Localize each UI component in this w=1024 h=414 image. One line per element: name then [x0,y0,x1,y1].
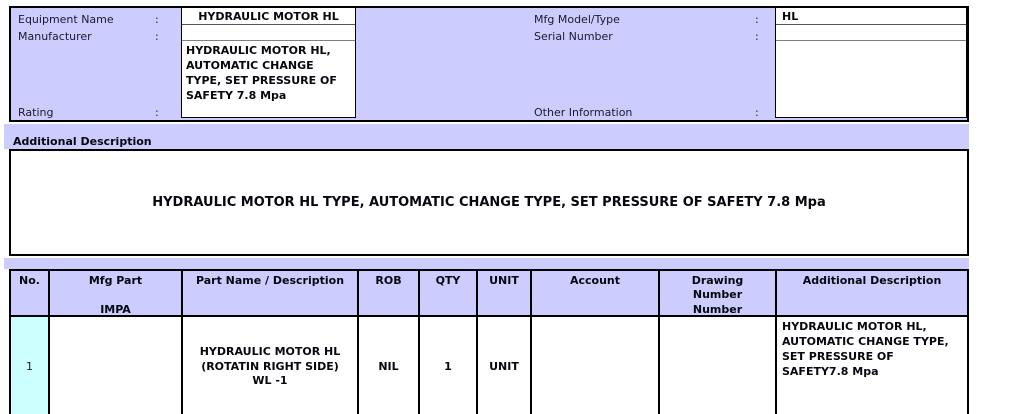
table-row: 1 HYDRAULIC MOTOR HL (ROTATIN RIGHT SIDE… [11,317,967,414]
header-account: Account [532,271,660,317]
model-serial-value-box: HL [775,8,967,118]
equipment-name-label: Equipment Name [18,13,114,26]
additional-description-box[interactable]: HYDRAULIC MOTOR HL TYPE, AUTOMATIC CHANG… [9,149,969,256]
manufacturer-label: Manufacturer [18,30,92,43]
header-mfg-part-impa: Mfg Part IMPA [50,271,183,317]
other-information-label: Other Information [534,106,633,119]
header-drawing-number: Drawing Number Number [660,271,777,317]
mfg-model-label: Mfg Model/Type [534,13,620,26]
serial-number-field[interactable] [776,25,966,41]
header-no: No. [11,271,50,317]
parts-table-header-row: No. Mfg Part IMPA Part Name / Descriptio… [11,271,967,317]
header-part-name-description: Part Name / Description [183,271,359,317]
row-part-name-cell[interactable]: HYDRAULIC MOTOR HL (ROTATIN RIGHT SIDE) … [183,317,359,414]
equipment-info-section: Equipment Name : Manufacturer : Rating :… [9,6,969,122]
additional-description-label: Additional Description [13,135,152,148]
mfg-model-colon: : [755,13,759,26]
additional-description-band: Additional Description [4,124,969,149]
additional-description-text: HYDRAULIC MOTOR HL TYPE, AUTOMATIC CHANG… [152,195,826,210]
equipment-description-field[interactable]: HYDRAULIC MOTOR HL, AUTOMATIC CHANGE TYP… [186,44,337,102]
header-unit: UNIT [478,271,532,317]
serial-number-label: Serial Number [534,30,613,43]
row-rob-cell[interactable]: NIL [359,317,420,414]
other-information-field[interactable] [776,41,966,117]
rating-colon: : [155,106,159,119]
rating-label: Rating [18,106,54,119]
row-no-cell[interactable]: 1 [11,317,50,414]
equipment-name-value-box: HYDRAULIC MOTOR HL HYDRAULIC MOTOR HL, A… [181,8,356,118]
row-qty-cell[interactable]: 1 [420,317,478,414]
row-unit-cell[interactable]: UNIT [478,317,532,414]
manufacturer-colon: : [155,30,159,43]
other-information-colon: : [755,106,759,119]
header-additional-description: Additional Description [777,271,967,317]
row-mfg-part-cell[interactable] [50,317,183,414]
spacer-band [4,258,969,269]
equipment-name-colon: : [155,13,159,26]
row-drawing-cell[interactable] [660,317,777,414]
parts-table: No. Mfg Part IMPA Part Name / Descriptio… [9,269,969,414]
header-rob: ROB [359,271,420,317]
equipment-name-field[interactable]: HYDRAULIC MOTOR HL [182,8,355,25]
row-account-cell[interactable] [532,317,660,414]
manufacturer-field[interactable] [182,25,355,41]
header-qty: QTY [420,271,478,317]
serial-number-colon: : [755,30,759,43]
mfg-model-field[interactable]: HL [776,8,966,25]
row-additional-description-cell[interactable]: HYDRAULIC MOTOR HL, AUTOMATIC CHANGE TYP… [777,317,967,414]
